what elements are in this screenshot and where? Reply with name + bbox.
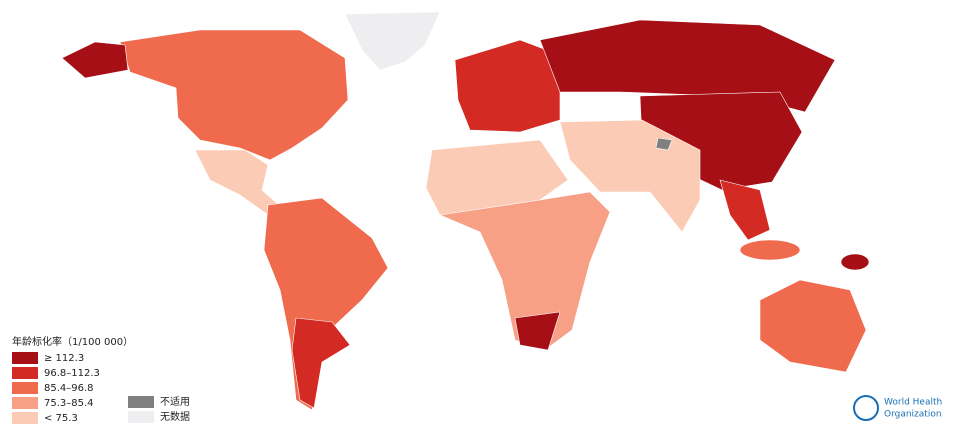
legend-label: ≥ 112.3 [44, 353, 84, 364]
legend-swatch [12, 382, 38, 394]
region [840, 253, 870, 271]
region [719, 179, 771, 241]
region [438, 191, 611, 351]
region [655, 137, 673, 151]
legend-label: 85.4–96.8 [44, 383, 94, 394]
logo-emblem [853, 395, 879, 421]
region [263, 197, 389, 411]
legend-label: 75.3–85.4 [44, 398, 94, 409]
logo-text: World Health [884, 398, 942, 408]
region [759, 279, 867, 373]
legend-swatch [12, 367, 38, 379]
logo-text: Organization [884, 410, 942, 420]
region [454, 39, 561, 133]
legend-swatch [128, 411, 154, 423]
region [739, 239, 801, 261]
legend-label: 无数据 [160, 410, 190, 423]
legend-swatch [12, 397, 38, 409]
legend-label: 不适用 [160, 396, 190, 408]
legend-label: < 75.3 [44, 413, 78, 424]
region [514, 311, 561, 351]
legend-title: 年龄标化率（1/100 000） [12, 335, 133, 348]
region [291, 317, 351, 409]
legend-swatch [12, 352, 38, 364]
region [344, 11, 441, 71]
legend: 年龄标化率（1/100 000） ≥ 112.3 96.8–112.3 85.4–9… [12, 335, 190, 424]
legend-label: 96.8–112.3 [44, 368, 100, 379]
world-map [61, 11, 870, 411]
region [61, 41, 129, 79]
legend-swatch [12, 412, 38, 424]
logo: World Health Organization [853, 395, 942, 421]
legend-swatch [128, 396, 154, 408]
region [119, 29, 349, 161]
